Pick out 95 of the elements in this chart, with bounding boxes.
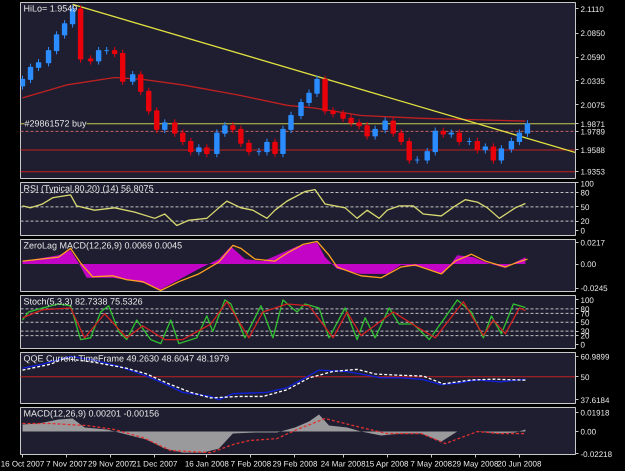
y-tick-label: 0.00 — [580, 260, 597, 270]
candlestick — [222, 121, 228, 138]
candlestick — [498, 144, 504, 164]
candlestick — [230, 121, 236, 134]
candlestick — [330, 106, 336, 118]
candlestick — [440, 127, 446, 138]
candlestick — [112, 46, 118, 58]
candlestick — [524, 120, 530, 138]
candlestick — [474, 137, 480, 154]
y-tick-label: 0.00 — [580, 428, 597, 437]
y-tick-label: 1.9588 — [580, 146, 606, 155]
candlestick — [356, 118, 362, 130]
candlestick — [456, 128, 462, 146]
y-tick-label: 2.1110 — [580, 4, 604, 14]
y-tick-label: -0.02218 — [580, 450, 613, 459]
candlestick — [340, 109, 346, 122]
y-tick-label: 1.9871 — [580, 120, 606, 129]
candlestick — [46, 46, 52, 67]
y-tick-label: 0 — [580, 340, 586, 350]
x-tick-label: 7 May 2008 — [410, 460, 453, 468]
chart-title: MACD(12,26,9) 0.00201 -0.00156 — [24, 408, 160, 418]
candlestick — [364, 121, 370, 140]
candlestick — [272, 138, 278, 158]
y-tick-label: 2.0590 — [580, 53, 606, 62]
candlestick — [54, 30, 60, 55]
candlestick — [390, 116, 396, 138]
y-tick-label: 80 — [580, 188, 590, 198]
x-tick-label: 16 Oct 2007 — [0, 460, 45, 468]
candlestick — [154, 106, 160, 134]
x-tick-label: 20 Jun 2008 — [497, 460, 542, 468]
candlestick — [482, 142, 488, 154]
candlestick — [314, 75, 320, 98]
y-tick-label: 100 — [580, 180, 594, 188]
chart-title: ZeroLag MACD(12,26,9) 0.0069 0.0045 — [24, 240, 182, 250]
candlestick — [246, 139, 252, 156]
candlestick — [288, 111, 294, 134]
candlestick — [180, 128, 186, 146]
candlestick — [188, 137, 194, 156]
candlestick — [348, 114, 354, 128]
candlestick — [28, 63, 34, 84]
y-tick-label: 0.01918 — [580, 408, 610, 418]
candlestick — [298, 98, 304, 120]
candlestick — [264, 138, 270, 156]
candlestick — [96, 46, 102, 66]
candlestick — [36, 58, 42, 72]
y-tick-label: 60.9899 — [580, 352, 610, 362]
x-tick-label: 24 Mar 2008 — [320, 460, 366, 468]
chart-title: Stoch(5,3,3) 82.7338 75.5326 — [24, 296, 143, 306]
candlestick — [162, 118, 168, 134]
candlestick — [62, 20, 68, 40]
x-tick-label: 15 Apr 2008 — [365, 460, 410, 468]
y-tick-label: 0 — [580, 226, 586, 236]
y-tick-label: 2.0850 — [580, 29, 606, 38]
x-tick-label: 29 May 2008 — [452, 460, 499, 468]
x-tick-label: 7 Nov 2007 — [46, 460, 88, 468]
candlestick — [130, 70, 136, 86]
y-tick-label: 20 — [580, 217, 590, 226]
y-tick-label: 37.6184 — [580, 396, 610, 405]
candlestick — [238, 125, 244, 148]
candlestick — [204, 144, 210, 158]
candlestick — [432, 127, 438, 156]
candlestick — [398, 128, 404, 146]
chart-title: RSI (Typical,80,20) (14) 56.8075 — [24, 184, 154, 194]
ref-line-label: #29861572 buy — [24, 118, 88, 128]
y-tick-label: 50 — [580, 202, 590, 212]
candlestick — [20, 75, 26, 90]
x-tick-label: 7 Feb 2008 — [230, 460, 272, 468]
candlestick — [372, 125, 378, 140]
y-tick-label: 2.0075 — [580, 100, 606, 110]
candlestick — [490, 142, 496, 164]
candlestick — [516, 128, 522, 146]
candlestick — [406, 137, 412, 164]
y-tick-label: 1.9353 — [580, 168, 606, 177]
y-tick-label: 50 — [580, 372, 590, 382]
x-tick-label: 29 Feb 2008 — [272, 460, 318, 468]
candlestick — [138, 70, 144, 96]
candlestick — [508, 137, 514, 154]
y-tick-label: 1.9789 — [580, 127, 606, 136]
y-tick-label: 0.0217 — [580, 238, 606, 248]
candlestick — [382, 116, 388, 134]
candlestick — [172, 118, 178, 138]
y-tick-label: 20 — [580, 332, 590, 341]
x-tick-label: 16 Jan 2008 — [184, 460, 230, 468]
x-tick-label: 21 Dec 2007 — [132, 460, 178, 468]
y-tick-label: 50 — [580, 318, 590, 328]
candlestick — [146, 87, 152, 116]
y-tick-label: 2.0335 — [580, 76, 606, 86]
candlestick — [424, 147, 430, 164]
y-tick-label: 100 — [580, 296, 594, 305]
candlestick — [88, 54, 94, 66]
x-tick-label: 29 Nov 2007 — [88, 460, 134, 468]
candlestick — [196, 144, 202, 156]
y-tick-label: -0.0245 — [580, 284, 608, 294]
candlestick — [306, 89, 312, 107]
candlestick — [214, 128, 220, 158]
